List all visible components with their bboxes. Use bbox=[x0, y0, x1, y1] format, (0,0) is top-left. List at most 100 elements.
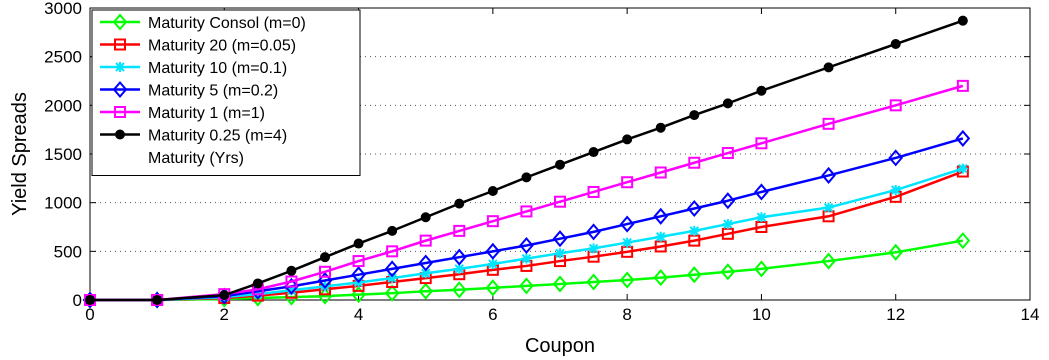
legend-item: Maturity 10 (m=0.1) bbox=[100, 60, 287, 77]
data-point bbox=[722, 219, 733, 230]
series-line bbox=[90, 19, 964, 302]
x-tick-label: 14 bbox=[1021, 305, 1040, 324]
star-stroke bbox=[521, 253, 532, 264]
data-point bbox=[286, 285, 297, 296]
data-point bbox=[486, 215, 499, 228]
data-point bbox=[720, 192, 736, 210]
data-point bbox=[351, 266, 366, 284]
data-point bbox=[387, 225, 398, 236]
legend-swatch-marker bbox=[115, 62, 125, 72]
data-point bbox=[519, 236, 534, 255]
legend-item: Maturity 0.25 (m=4) bbox=[100, 128, 287, 145]
data-point bbox=[888, 243, 904, 261]
data-point bbox=[588, 243, 599, 254]
data-point bbox=[521, 253, 532, 264]
data-point bbox=[955, 232, 971, 250]
x-tick-label: 10 bbox=[752, 305, 771, 324]
legend-swatch-marker bbox=[112, 13, 128, 31]
series-line bbox=[90, 239, 964, 302]
star-stroke bbox=[454, 263, 465, 274]
legend-item: Maturity 20 (m=0.05) bbox=[100, 38, 296, 55]
y-tick-label: 2000 bbox=[44, 96, 82, 115]
data-point bbox=[353, 238, 364, 249]
x-tick-label: 6 bbox=[488, 305, 497, 324]
data-point bbox=[888, 149, 904, 167]
x-tick-label: 12 bbox=[886, 305, 905, 324]
data-point bbox=[520, 205, 533, 218]
data-point bbox=[286, 265, 297, 276]
data-point bbox=[285, 275, 298, 288]
data-point bbox=[622, 134, 633, 145]
data-point bbox=[890, 39, 901, 50]
star-stroke bbox=[722, 219, 733, 230]
data-point bbox=[252, 278, 263, 289]
data-point bbox=[554, 195, 566, 208]
series-2 bbox=[85, 163, 968, 305]
data-point bbox=[451, 248, 467, 266]
legend-label: Maturity 5 (m=0.2) bbox=[148, 83, 278, 100]
data-point bbox=[352, 255, 365, 268]
y-tick-label: 1000 bbox=[44, 194, 82, 213]
y-tick-label: 2500 bbox=[44, 48, 82, 67]
data-point bbox=[454, 198, 465, 209]
data-point bbox=[655, 231, 666, 242]
data-point bbox=[957, 15, 968, 26]
data-point bbox=[454, 263, 465, 274]
star-stroke bbox=[588, 243, 599, 254]
star-stroke bbox=[689, 225, 700, 236]
legend-title: Maturity (Yrs) bbox=[148, 150, 244, 167]
data-point bbox=[653, 269, 669, 287]
star-stroke bbox=[115, 62, 125, 72]
data-point bbox=[890, 185, 901, 196]
data-point bbox=[619, 215, 635, 233]
data-point bbox=[622, 237, 633, 248]
data-point bbox=[619, 271, 635, 289]
data-point bbox=[521, 172, 532, 183]
data-point bbox=[555, 159, 565, 170]
data-point bbox=[823, 62, 834, 73]
data-point bbox=[754, 260, 769, 278]
star-stroke bbox=[823, 202, 834, 213]
data-point bbox=[485, 242, 501, 260]
data-point bbox=[653, 207, 669, 225]
legend-item: Maturity 5 (m=0.2) bbox=[100, 80, 278, 100]
x-tick-label: 4 bbox=[354, 305, 363, 324]
legend-swatch-marker bbox=[112, 80, 128, 99]
data-point bbox=[555, 248, 565, 259]
legend-swatch-marker bbox=[115, 129, 125, 140]
legend-item: Maturity 1 (m=1) bbox=[100, 105, 265, 122]
data-point bbox=[351, 286, 366, 304]
y-axis-ticks: 0 500 1000 1500 2000 2500 3000 bbox=[44, 0, 1030, 310]
data-point bbox=[686, 199, 702, 218]
data-point bbox=[586, 223, 601, 241]
data-point bbox=[756, 212, 767, 223]
data-point bbox=[418, 254, 434, 272]
data-point bbox=[487, 185, 498, 196]
series-line bbox=[90, 137, 964, 302]
data-point bbox=[487, 258, 498, 269]
star-stroke bbox=[420, 268, 431, 279]
data-point bbox=[754, 183, 769, 201]
data-point bbox=[688, 156, 701, 169]
data-point bbox=[418, 282, 434, 300]
star-stroke bbox=[957, 163, 968, 174]
series-line bbox=[90, 167, 964, 302]
y-tick-label: 0 bbox=[73, 291, 82, 310]
data-point bbox=[85, 295, 95, 305]
data-point bbox=[955, 129, 971, 147]
legend-label: Maturity 20 (m=0.05) bbox=[148, 38, 296, 55]
star-stroke bbox=[756, 212, 767, 223]
legend-swatch-marker bbox=[114, 38, 126, 51]
star-stroke bbox=[555, 248, 565, 259]
data-point bbox=[319, 265, 331, 278]
data-point bbox=[889, 99, 902, 112]
data-point bbox=[654, 166, 667, 179]
data-point bbox=[722, 98, 733, 109]
x-axis-title: Coupon bbox=[525, 335, 595, 357]
x-tick-label: 8 bbox=[622, 305, 631, 324]
series-layer bbox=[82, 15, 971, 309]
star-stroke bbox=[622, 237, 633, 248]
series-5 bbox=[85, 15, 968, 305]
data-point bbox=[957, 163, 968, 174]
